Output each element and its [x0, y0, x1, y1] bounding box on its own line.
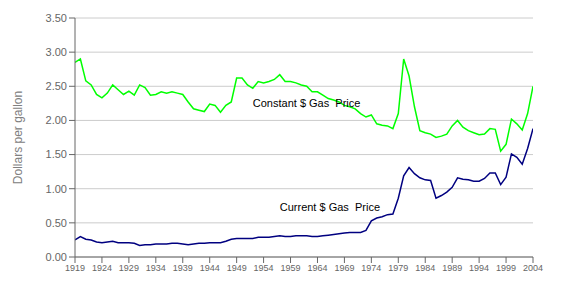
svg-text:0.00: 0.00 [46, 251, 67, 263]
svg-text:1924: 1924 [92, 263, 112, 273]
svg-text:1964: 1964 [307, 263, 327, 273]
svg-text:1929: 1929 [119, 263, 139, 273]
svg-text:1949: 1949 [227, 263, 247, 273]
svg-text:2.50: 2.50 [46, 80, 67, 92]
svg-text:2004: 2004 [523, 263, 543, 273]
svg-text:1999: 1999 [496, 263, 516, 273]
svg-text:3.00: 3.00 [46, 46, 67, 58]
svg-text:1944: 1944 [200, 263, 220, 273]
svg-text:3.50: 3.50 [46, 12, 67, 24]
svg-text:1989: 1989 [442, 263, 462, 273]
svg-text:1969: 1969 [334, 263, 354, 273]
svg-text:1974: 1974 [361, 263, 381, 273]
svg-text:0.50: 0.50 [46, 217, 67, 229]
svg-text:1934: 1934 [146, 263, 166, 273]
svg-text:Current $ Gas Price: Current $ Gas Price [280, 201, 380, 213]
svg-text:Dollars per gallon: Dollars per gallon [11, 91, 25, 184]
svg-text:2.00: 2.00 [46, 114, 67, 126]
svg-text:1954: 1954 [254, 263, 274, 273]
svg-text:1939: 1939 [173, 263, 193, 273]
svg-text:1984: 1984 [415, 263, 435, 273]
svg-text:1.50: 1.50 [46, 148, 67, 160]
svg-text:1.00: 1.00 [46, 183, 67, 195]
svg-text:1979: 1979 [388, 263, 408, 273]
svg-text:1959: 1959 [281, 263, 301, 273]
svg-text:Constant $ Gas Price: Constant $ Gas Price [253, 97, 361, 109]
svg-text:1994: 1994 [469, 263, 489, 273]
svg-text:1919: 1919 [65, 263, 85, 273]
